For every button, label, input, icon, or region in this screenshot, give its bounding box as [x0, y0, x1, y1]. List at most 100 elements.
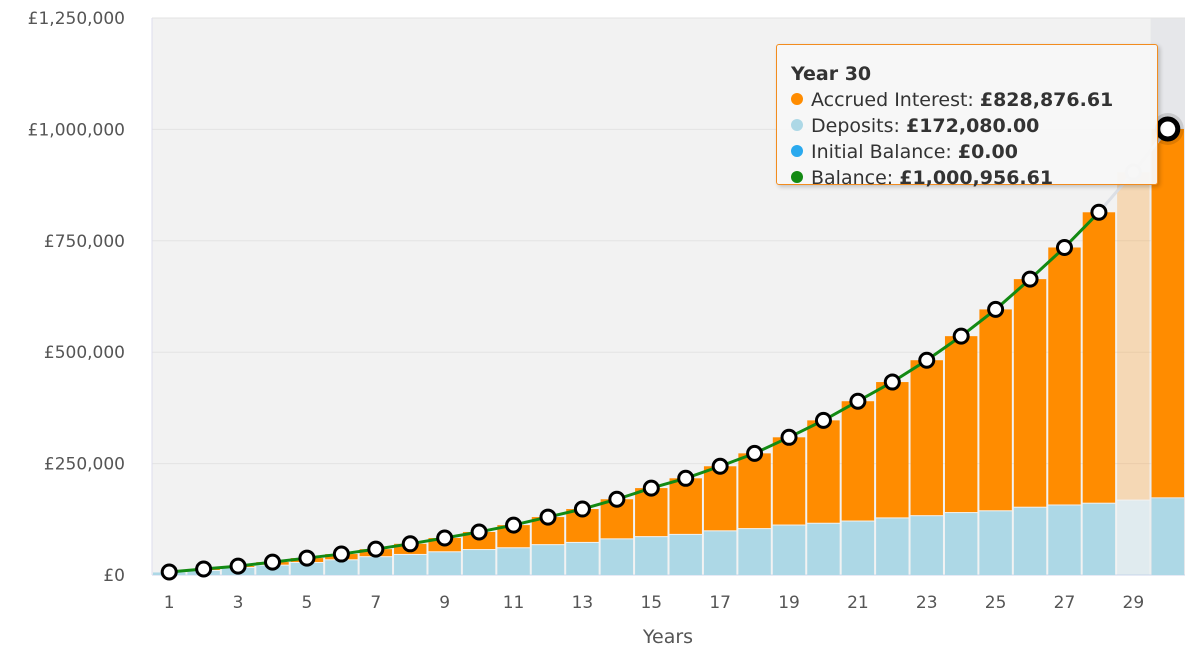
tooltip: Year 30 Accrued Interest: £828,876.61 De… — [776, 44, 1158, 189]
interest-bar — [669, 478, 702, 534]
deposits-bar — [325, 560, 358, 575]
balance-marker — [505, 516, 523, 534]
balance-marker — [160, 563, 178, 581]
balance-marker — [1155, 116, 1181, 142]
interest-bar — [910, 360, 943, 516]
x-tick-label: 17 — [709, 593, 731, 613]
balance-marker — [332, 545, 350, 563]
interest-dot-icon — [791, 93, 803, 105]
y-tick-label: £750,000 — [44, 232, 125, 252]
balance-marker — [780, 428, 798, 446]
deposits-bar — [772, 525, 806, 575]
tooltip-row-balance: Balance: £1,000,956.61 — [791, 165, 1157, 191]
balance-marker — [677, 469, 695, 487]
interest-bar — [1151, 128, 1184, 498]
deposits-bar — [600, 539, 634, 575]
y-tick-label: £1,000,000 — [28, 120, 125, 140]
x-tick-label: 19 — [778, 593, 800, 613]
x-tick-label: 25 — [985, 593, 1007, 613]
deposits-bar — [669, 534, 702, 575]
balance-marker — [229, 557, 247, 575]
deposits-bar — [290, 562, 324, 575]
deposits-bar — [910, 516, 943, 575]
deposits-bar — [944, 513, 978, 575]
y-tick-label: £0 — [103, 566, 125, 586]
balance-line — [169, 211, 1100, 574]
balance-marker — [849, 392, 867, 410]
deposits-bar — [531, 545, 565, 575]
balance-marker — [401, 535, 419, 553]
deposits-bar — [428, 552, 461, 575]
balance-marker — [711, 457, 729, 475]
interest-bar — [462, 531, 496, 550]
balance-marker — [1090, 203, 1108, 221]
deposits-bar — [738, 529, 771, 575]
interest-bar — [772, 437, 806, 525]
balance-marker — [264, 553, 282, 571]
x-tick-label: 3 — [233, 593, 244, 613]
tooltip-title: Year 30 — [791, 63, 872, 85]
tooltip-row-interest: Accrued Interest: £828,876.61 — [791, 87, 1157, 113]
interest-bar — [1013, 279, 1047, 507]
interest-bar — [1048, 247, 1081, 505]
deposits-bar — [462, 550, 496, 575]
deposits-bar — [1048, 505, 1081, 575]
balance-marker — [367, 540, 385, 558]
interest-bar — [703, 466, 737, 531]
x-axis-title: Years — [642, 626, 693, 648]
balance-marker — [1055, 238, 1073, 256]
x-tick-label: 13 — [572, 593, 594, 613]
deposits-bar — [1082, 503, 1116, 575]
x-tick-label: 9 — [439, 593, 450, 613]
deposits-bar — [841, 521, 875, 575]
balance-marker — [436, 529, 454, 547]
interest-bar — [979, 309, 1012, 511]
deposits-dot-icon — [791, 119, 803, 131]
deposits-bar — [703, 531, 737, 575]
x-tick-label: 15 — [640, 593, 662, 613]
tooltip-row-initial: Initial Balance: £0.00 — [791, 139, 1157, 165]
balance-marker — [746, 444, 764, 462]
balance-marker — [918, 351, 936, 369]
interest-bar — [1117, 172, 1150, 500]
interest-bar — [876, 382, 909, 518]
deposits-bar — [359, 557, 393, 575]
balance-marker — [952, 327, 970, 345]
interest-bar — [841, 401, 875, 521]
x-tick-label: 11 — [503, 593, 525, 613]
deposits-bar — [1151, 498, 1184, 575]
x-tick-label: 7 — [370, 593, 381, 613]
interest-bar — [944, 336, 978, 513]
deposits-bar — [979, 511, 1012, 575]
balance-marker — [470, 523, 488, 541]
interest-bar — [1082, 212, 1116, 503]
deposits-bar — [807, 523, 840, 575]
deposits-bar — [497, 548, 530, 575]
deposits-bar — [394, 554, 427, 575]
x-tick-label: 1 — [164, 593, 175, 613]
tooltip-row-deposits: Deposits: £172,080.00 — [791, 113, 1157, 139]
interest-bar — [738, 453, 771, 529]
deposits-bar — [1117, 500, 1150, 575]
deposits-bar — [566, 542, 599, 575]
balance-marker — [195, 560, 213, 578]
interest-bar — [497, 525, 530, 548]
deposits-bar — [635, 537, 668, 575]
balance-marker — [883, 373, 901, 391]
balance-marker — [642, 479, 660, 497]
x-tick-label: 21 — [847, 593, 869, 613]
balance-marker — [1021, 270, 1039, 288]
balance-dot-icon — [791, 171, 803, 183]
balance-marker — [814, 411, 832, 429]
balance-marker — [298, 549, 316, 567]
balance-marker — [987, 300, 1005, 318]
balance-marker — [573, 500, 591, 518]
interest-bar — [807, 420, 840, 523]
deposits-bar — [876, 518, 909, 575]
balance-marker — [539, 508, 557, 526]
x-tick-label: 29 — [1123, 593, 1145, 613]
x-tick-label: 23 — [916, 593, 938, 613]
initial-dot-icon — [791, 145, 803, 157]
y-tick-label: £1,250,000 — [28, 9, 125, 29]
y-tick-label: £250,000 — [44, 455, 125, 475]
